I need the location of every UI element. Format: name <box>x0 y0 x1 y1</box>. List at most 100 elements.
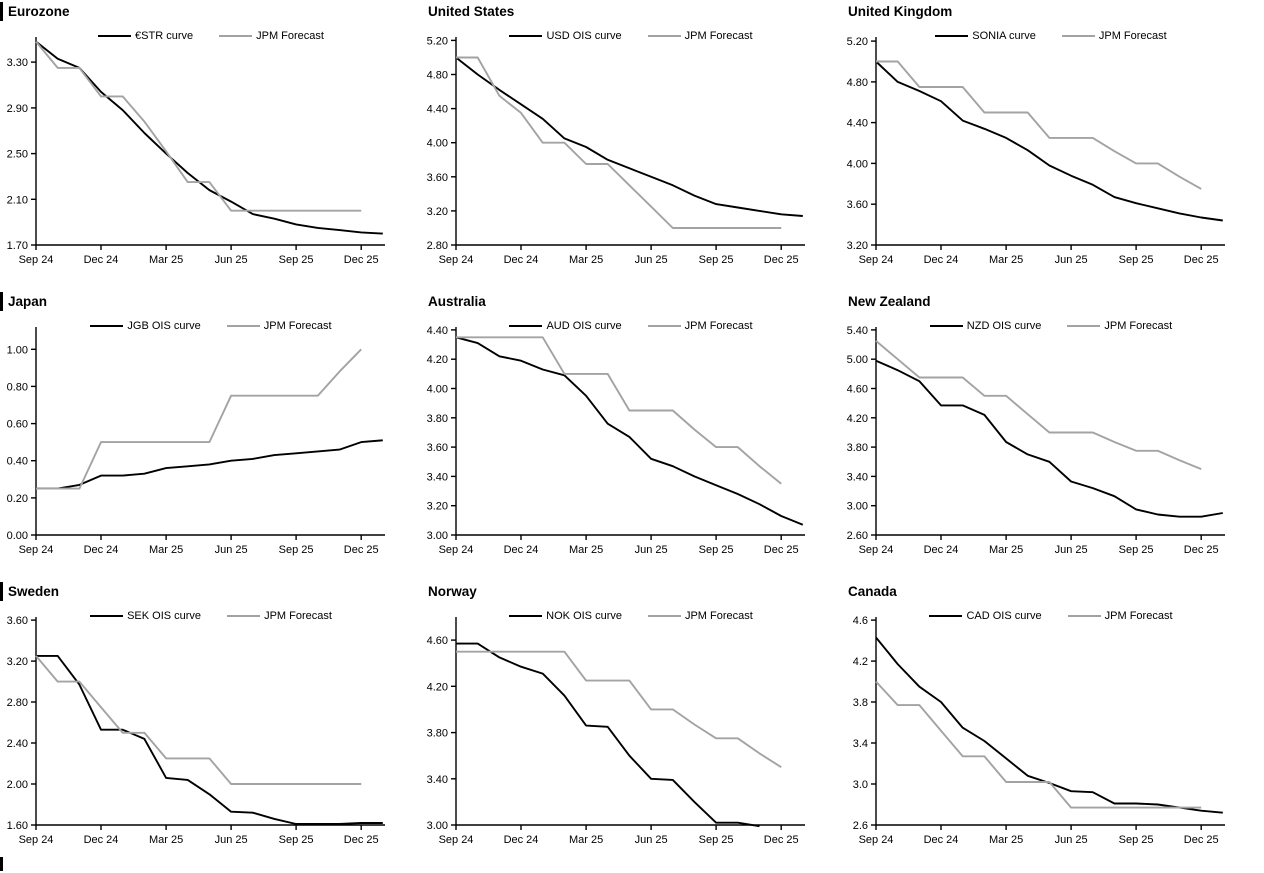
plot-area-japan: 0.00 0.20 0.40 0.60 0.80 1.00 Sep 24 Dec 24 Mar … <box>7 327 385 556</box>
chart-canada: Canada CAD OIS curve JPM Forecast 2.6 3.0… <box>840 580 1264 873</box>
svg-text:3.4: 3.4 <box>853 738 868 750</box>
section-bar <box>0 582 3 601</box>
legend-item: JPM Forecast <box>647 610 753 622</box>
svg-text:4.00: 4.00 <box>427 384 448 396</box>
svg-text:Sep 24: Sep 24 <box>859 544 894 556</box>
chart-header: Norway <box>420 580 840 603</box>
svg-text:1.00: 1.00 <box>7 344 28 356</box>
svg-text:5.00: 5.00 <box>847 354 868 366</box>
series-label: JPM Forecast <box>1098 30 1167 42</box>
svg-text:Sep 25: Sep 25 <box>1119 254 1154 266</box>
chart-header: New Zealand <box>840 290 1264 313</box>
svg-text:4.20: 4.20 <box>847 413 868 425</box>
svg-text:Mar 25: Mar 25 <box>569 544 603 556</box>
svg-text:3.00: 3.00 <box>847 501 868 513</box>
series-label: JGB OIS curve <box>127 320 201 332</box>
legend-item: JPM Forecast <box>1067 320 1172 332</box>
svg-text:Dec 25: Dec 25 <box>344 544 379 556</box>
series-label: USD OIS curve <box>546 30 622 42</box>
chart-new-zealand: New Zealand NZD OIS curve JPM Forecast 2… <box>840 290 1264 580</box>
svg-text:3.60: 3.60 <box>427 442 448 454</box>
svg-text:5.20: 5.20 <box>847 36 868 48</box>
series-label: JPM Forecast <box>1104 320 1173 332</box>
svg-text:4.00: 4.00 <box>847 158 868 170</box>
legend-item: JPM Forecast <box>219 30 324 42</box>
svg-text:5.20: 5.20 <box>427 35 448 47</box>
chart-title: Canada <box>848 584 897 599</box>
section-bar <box>0 292 3 311</box>
svg-text:3.60: 3.60 <box>847 199 868 211</box>
svg-text:3.80: 3.80 <box>427 413 448 425</box>
svg-text:2.10: 2.10 <box>7 194 28 206</box>
svg-text:Dec 24: Dec 24 <box>84 544 119 556</box>
svg-text:Jun 25: Jun 25 <box>1055 834 1088 846</box>
svg-text:Dec 24: Dec 24 <box>84 834 119 846</box>
svg-text:Jun 25: Jun 25 <box>215 254 248 266</box>
legend-item: JPM Forecast <box>647 320 753 332</box>
curve-line-swatch <box>90 325 124 327</box>
curve-line-swatch <box>509 325 543 327</box>
forecast-line-swatch <box>647 325 681 327</box>
series-label: CAD OIS curve <box>966 610 1042 622</box>
svg-text:3.20: 3.20 <box>427 501 448 513</box>
svg-text:Dec 24: Dec 24 <box>924 544 959 556</box>
svg-text:3.60: 3.60 <box>7 615 28 627</box>
chart-legend: €STR curve JPM Forecast <box>36 30 386 42</box>
svg-text:0.20: 0.20 <box>7 493 28 505</box>
chart-title: United States <box>428 4 515 19</box>
svg-text:3.60: 3.60 <box>427 172 448 184</box>
svg-text:4.2: 4.2 <box>853 656 868 668</box>
chart-legend: AUD OIS curve JPM Forecast <box>456 320 806 332</box>
svg-text:Jun 25: Jun 25 <box>635 254 668 266</box>
svg-text:Sep 24: Sep 24 <box>19 254 54 266</box>
svg-text:Sep 25: Sep 25 <box>699 544 734 556</box>
svg-text:Dec 24: Dec 24 <box>504 834 539 846</box>
svg-text:3.20: 3.20 <box>847 240 868 252</box>
svg-text:Dec 25: Dec 25 <box>1184 834 1219 846</box>
series-label: NZD OIS curve <box>966 320 1042 332</box>
svg-text:0.00: 0.00 <box>7 530 28 542</box>
legend-item: JPM Forecast <box>227 610 332 622</box>
svg-text:4.20: 4.20 <box>427 681 448 693</box>
svg-text:0.60: 0.60 <box>7 419 28 431</box>
svg-text:4.40: 4.40 <box>427 104 448 116</box>
svg-text:3.30: 3.30 <box>7 57 28 69</box>
svg-text:1.60: 1.60 <box>7 820 28 832</box>
svg-text:Sep 25: Sep 25 <box>699 834 734 846</box>
svg-text:4.6: 4.6 <box>853 615 868 627</box>
svg-text:0.80: 0.80 <box>7 381 28 393</box>
chart-legend: NZD OIS curve JPM Forecast <box>876 320 1226 332</box>
forecast-line-swatch <box>219 35 253 37</box>
series-label: AUD OIS curve <box>546 320 622 332</box>
chart-united-states: United States USD OIS curve JPM Forecast… <box>420 0 840 290</box>
chart-australia: Australia AUD OIS curve JPM Forecast 3.0… <box>420 290 840 580</box>
series-label: JPM Forecast <box>263 320 332 332</box>
legend-item: JPM Forecast <box>647 30 753 42</box>
svg-text:Sep 25: Sep 25 <box>1119 834 1154 846</box>
plot-area-canada: 2.6 3.0 3.4 3.8 4.2 4.6 Sep 24 Dec 24 Mar 25 Jun … <box>853 615 1225 846</box>
svg-text:3.40: 3.40 <box>847 471 868 483</box>
chart-united-kingdom: United Kingdom SONIA curve JPM Forecast … <box>840 0 1264 290</box>
svg-text:4.60: 4.60 <box>847 384 868 396</box>
svg-text:2.90: 2.90 <box>7 103 28 115</box>
plot-area-united-states: 2.80 3.20 3.60 4.00 4.40 4.80 5.20 Sep 24 Dec 24… <box>427 35 805 266</box>
svg-text:3.40: 3.40 <box>427 471 448 483</box>
chart-japan: Japan JGB OIS curve JPM Forecast 0.00 0.2… <box>0 290 420 580</box>
svg-text:Dec 24: Dec 24 <box>504 254 539 266</box>
svg-text:Sep 25: Sep 25 <box>279 834 314 846</box>
svg-text:Sep 24: Sep 24 <box>439 254 474 266</box>
legend-item: JPM Forecast <box>1061 30 1167 42</box>
svg-text:Dec 25: Dec 25 <box>1184 544 1219 556</box>
svg-text:Jun 25: Jun 25 <box>635 544 668 556</box>
chart-header: United States <box>420 0 840 23</box>
forecast-line-swatch <box>227 615 261 617</box>
svg-text:Dec 25: Dec 25 <box>344 254 379 266</box>
legend-item: USD OIS curve <box>509 30 622 42</box>
chart-title: Australia <box>428 294 486 309</box>
svg-text:Dec 25: Dec 25 <box>764 544 799 556</box>
curve-line-swatch <box>509 615 543 617</box>
svg-text:Mar 25: Mar 25 <box>989 544 1023 556</box>
svg-text:Sep 24: Sep 24 <box>439 834 474 846</box>
chart-legend: JGB OIS curve JPM Forecast <box>36 320 386 332</box>
